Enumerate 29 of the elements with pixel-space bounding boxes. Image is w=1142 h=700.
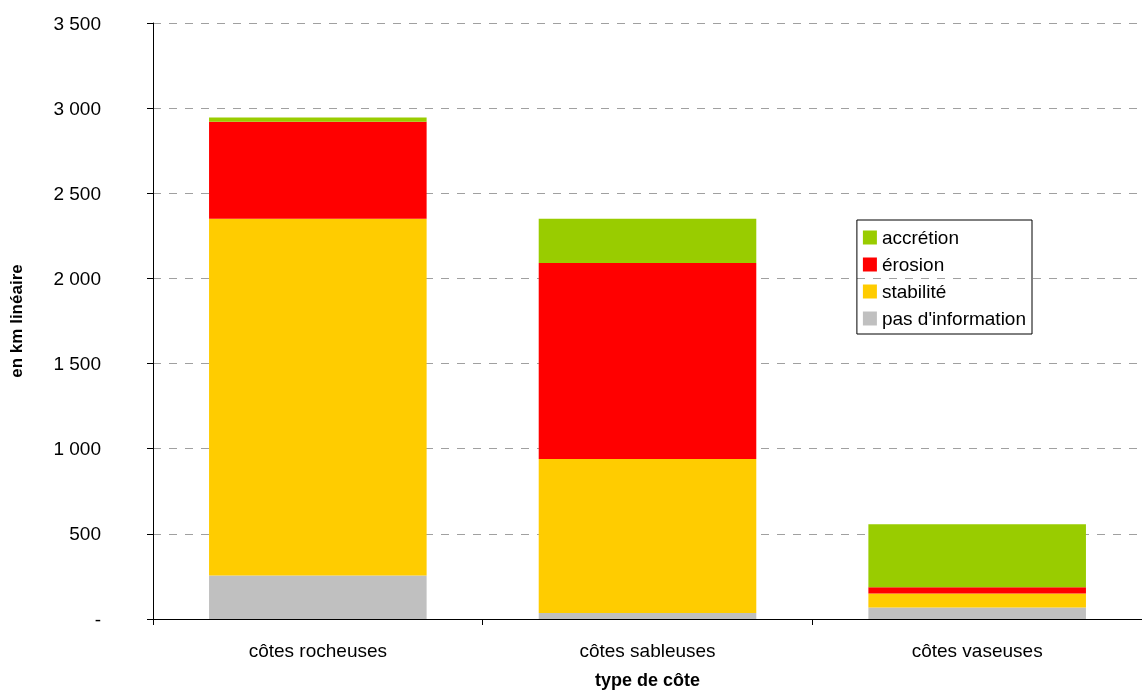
legend-label: pas d'information	[881, 308, 1027, 329]
bar	[538, 263, 757, 459]
y-axis-title: en km linéaire	[7, 264, 26, 378]
bar	[209, 117, 427, 122]
bar	[868, 607, 1086, 619]
y-tick-label: 500	[69, 523, 101, 545]
bar	[538, 218, 757, 264]
bar	[209, 575, 427, 619]
y-tick-label: 1 000	[53, 438, 101, 460]
legend-label: accrétion	[881, 227, 960, 248]
y-tick-label: -	[94, 608, 101, 630]
y-tick-label: 3 000	[53, 97, 101, 119]
y-tick-label: 1 500	[53, 353, 101, 375]
x-axis-title: type de côte	[594, 670, 701, 690]
legend-label: stabilité	[881, 281, 947, 302]
bar	[209, 218, 427, 576]
x-tick-label: côtes vaseuses	[911, 640, 1043, 661]
x-tick-label: côtes rocheuses	[248, 640, 388, 661]
bar	[209, 121, 427, 219]
legend-label: érosion	[881, 254, 945, 275]
bar	[538, 458, 757, 614]
y-tick-label: 3 500	[53, 12, 101, 34]
bar	[868, 524, 1086, 588]
bar	[538, 613, 757, 619]
bar	[868, 593, 1086, 608]
bar	[868, 587, 1086, 594]
y-tick-label: 2 000	[53, 267, 101, 289]
y-tick-label: 2 500	[53, 182, 101, 204]
x-tick-label: côtes sableuses	[579, 640, 716, 661]
